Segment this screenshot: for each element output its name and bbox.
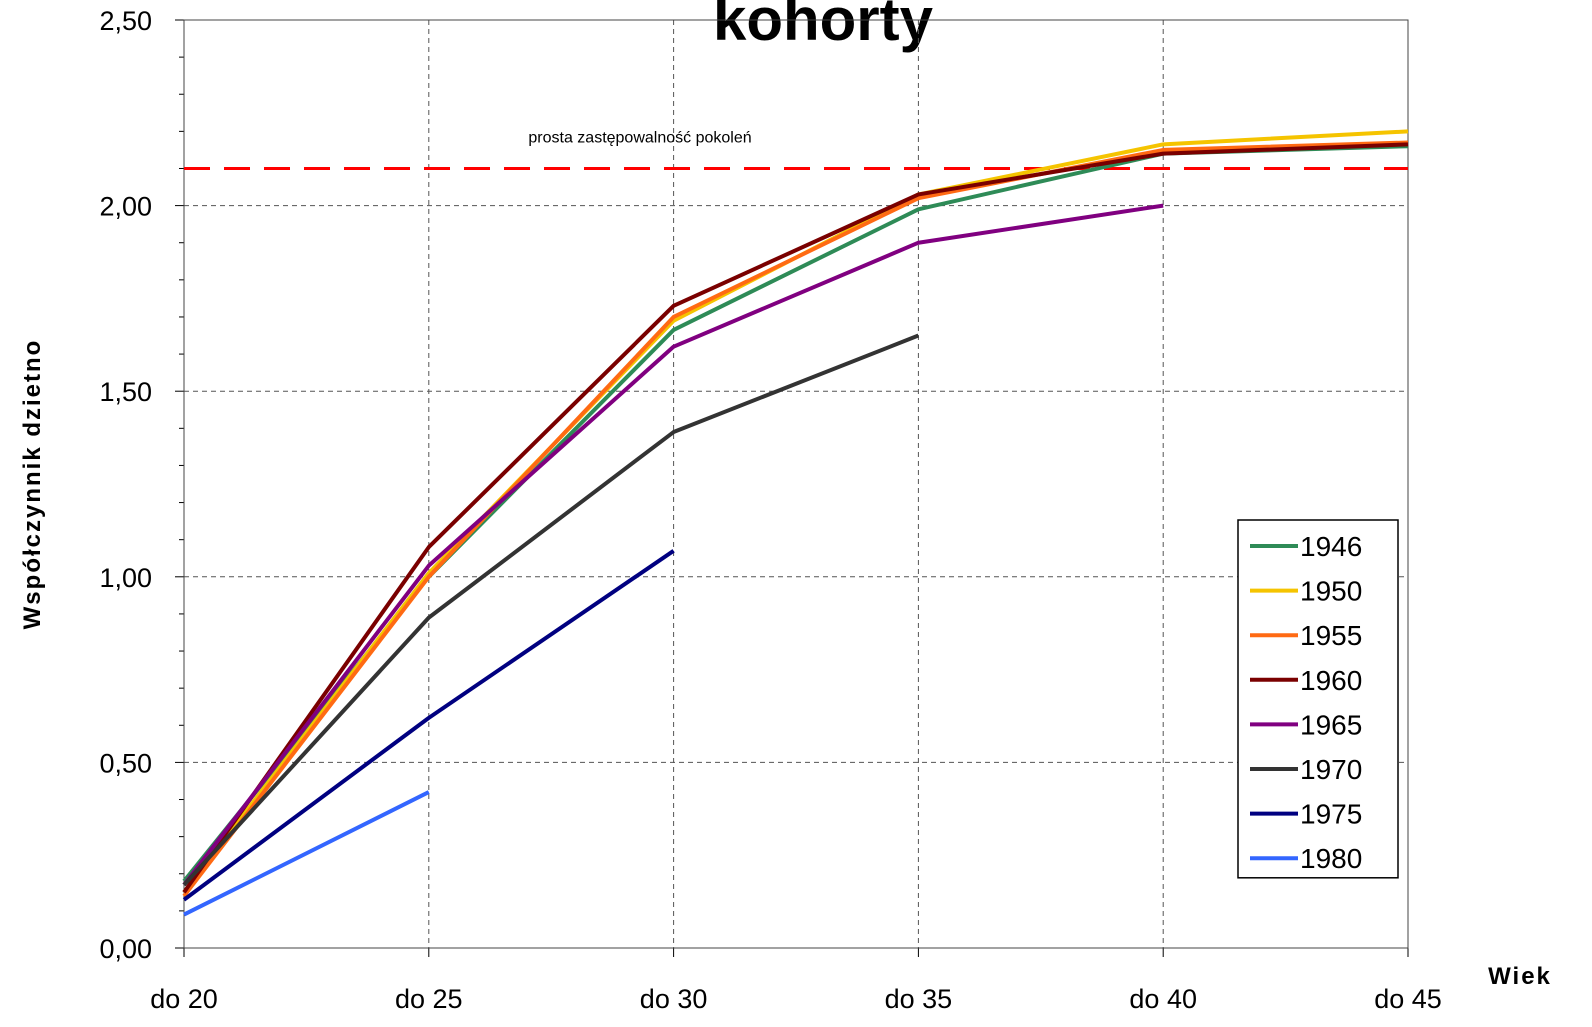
legend-label: 1946: [1300, 531, 1362, 562]
series-line: [182, 549, 675, 902]
legend-label: 1980: [1300, 843, 1362, 874]
legend-label: 1960: [1300, 665, 1362, 696]
y-tick-label: 2,50: [99, 6, 152, 36]
legend-label: 1950: [1300, 576, 1362, 607]
series-line: [182, 140, 1409, 898]
y-tick-label: 2,00: [99, 192, 152, 222]
series-line: [182, 129, 1409, 894]
series-line: [183, 790, 430, 917]
y-tick-label: 0,50: [99, 748, 152, 778]
legend-label: 1965: [1300, 709, 1362, 740]
series-line: [182, 142, 1409, 894]
x-axis-label: Wiek: [1488, 963, 1552, 990]
y-axis-label: Współczynnik dzietno: [19, 339, 46, 630]
legend-label: 1955: [1300, 620, 1362, 651]
series-line: [182, 333, 920, 887]
reference-label: prosta zastępowalność pokoleń: [528, 129, 751, 146]
x-tick-label: do 30: [640, 984, 708, 1014]
y-tick-label: 1,50: [99, 377, 152, 407]
y-tick-label: 0,00: [99, 934, 152, 964]
series-line: [182, 203, 1164, 887]
x-tick-label: do 25: [395, 984, 463, 1014]
x-tick-label: do 45: [1374, 984, 1442, 1014]
x-tick-label: do 40: [1129, 984, 1197, 1014]
legend-label: 1970: [1300, 754, 1362, 785]
legend-label: 1975: [1300, 799, 1362, 830]
x-tick-label: do 35: [885, 984, 953, 1014]
chart-title: kohorty: [713, 0, 934, 53]
x-tick-label: do 20: [150, 984, 218, 1014]
plot-frame: [183, 19, 1409, 949]
legend-box: [1237, 519, 1399, 879]
y-tick-label: 1,00: [99, 563, 152, 593]
